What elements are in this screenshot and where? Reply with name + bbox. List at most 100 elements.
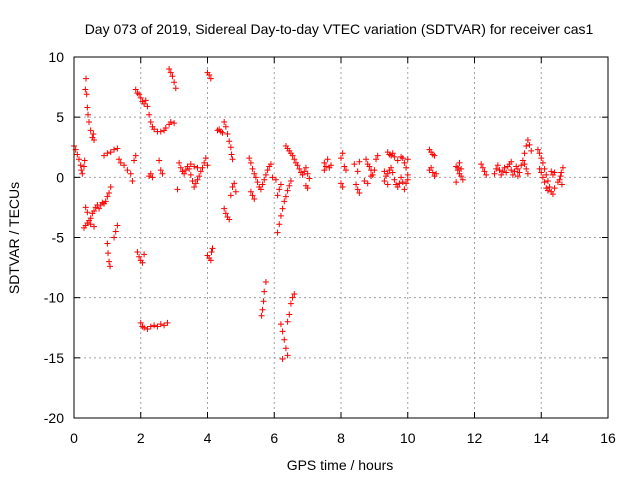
data-point xyxy=(491,170,498,177)
data-point xyxy=(146,111,153,118)
data-point xyxy=(327,162,334,169)
data-point xyxy=(114,145,121,152)
data-point xyxy=(81,163,88,170)
data-point xyxy=(91,208,98,215)
data-point xyxy=(162,124,169,131)
data-point xyxy=(389,150,396,157)
data-point xyxy=(87,127,94,134)
data-point xyxy=(191,163,198,170)
data-point xyxy=(107,149,114,156)
data-point xyxy=(259,181,266,188)
data-point xyxy=(192,180,199,187)
data-point xyxy=(493,165,500,172)
data-point xyxy=(222,123,229,130)
data-point xyxy=(401,159,408,166)
data-point xyxy=(204,162,211,169)
data-point xyxy=(191,183,198,190)
data-point xyxy=(177,164,184,171)
data-point xyxy=(116,156,123,163)
data-point xyxy=(291,291,298,298)
data-point xyxy=(281,198,288,205)
data-point xyxy=(454,164,461,171)
data-point xyxy=(197,168,204,175)
data-point xyxy=(107,183,114,190)
data-point xyxy=(176,159,183,166)
data-point xyxy=(277,321,284,328)
data-point xyxy=(456,159,463,166)
data-point xyxy=(199,164,206,171)
data-point xyxy=(228,151,235,158)
data-point xyxy=(226,216,233,223)
data-point xyxy=(91,137,98,144)
data-point xyxy=(139,259,146,266)
data-point xyxy=(249,165,256,172)
data-point xyxy=(341,163,348,170)
data-point xyxy=(394,157,401,164)
data-point xyxy=(149,174,156,181)
data-point xyxy=(374,152,381,159)
data-point xyxy=(151,322,158,329)
data-point xyxy=(132,152,139,159)
data-point xyxy=(401,186,408,193)
data-point xyxy=(182,167,189,174)
data-point xyxy=(558,181,565,188)
data-point xyxy=(232,188,239,195)
series-hour-7-8-arcs xyxy=(321,150,381,196)
data-point xyxy=(87,221,94,228)
data-point xyxy=(388,164,395,171)
data-point xyxy=(373,156,380,163)
data-point xyxy=(284,318,291,325)
data-point xyxy=(509,171,516,178)
data-point xyxy=(433,170,440,177)
data-point xyxy=(147,118,154,125)
data-point xyxy=(404,176,411,183)
data-point xyxy=(549,191,556,198)
data-point xyxy=(353,181,360,188)
data-point xyxy=(279,328,286,335)
data-point xyxy=(282,193,289,200)
data-point xyxy=(102,198,109,205)
data-point xyxy=(356,158,363,165)
x-tick-label: 6 xyxy=(270,430,278,446)
data-point xyxy=(389,169,396,176)
data-point xyxy=(354,168,361,175)
data-point xyxy=(458,165,465,172)
data-point xyxy=(356,189,363,196)
data-point xyxy=(106,258,113,265)
data-point xyxy=(251,170,258,177)
data-point xyxy=(141,324,148,331)
data-point xyxy=(296,165,303,172)
data-point xyxy=(403,164,410,171)
data-point xyxy=(399,179,406,186)
x-tick-label: 10 xyxy=(400,430,416,446)
series-hour-1-arcs xyxy=(101,145,139,270)
data-point xyxy=(134,248,141,255)
data-point xyxy=(539,159,546,166)
data-point xyxy=(82,204,89,211)
x-tick-label: 14 xyxy=(533,430,549,446)
data-point xyxy=(286,311,293,318)
plot-frame xyxy=(73,56,609,419)
data-point xyxy=(254,179,261,186)
data-point xyxy=(87,215,94,222)
y-tick-label: -20 xyxy=(44,410,64,426)
data-point xyxy=(301,168,308,175)
data-point xyxy=(322,163,329,170)
series-hour-9-10-arcs xyxy=(381,149,411,193)
data-point xyxy=(287,300,294,307)
data-point xyxy=(306,175,313,182)
x-tick-label: 16 xyxy=(600,430,616,446)
data-point xyxy=(172,85,179,92)
data-point xyxy=(391,153,398,160)
data-point xyxy=(481,168,488,175)
data-point xyxy=(453,179,460,186)
data-point xyxy=(114,222,121,229)
data-point xyxy=(111,146,118,153)
y-tick-label: -10 xyxy=(44,290,64,306)
data-point xyxy=(112,228,119,235)
data-point xyxy=(227,144,234,151)
data-point xyxy=(147,170,154,177)
data-point xyxy=(137,94,144,101)
data-point xyxy=(187,171,194,178)
data-point xyxy=(274,229,281,236)
